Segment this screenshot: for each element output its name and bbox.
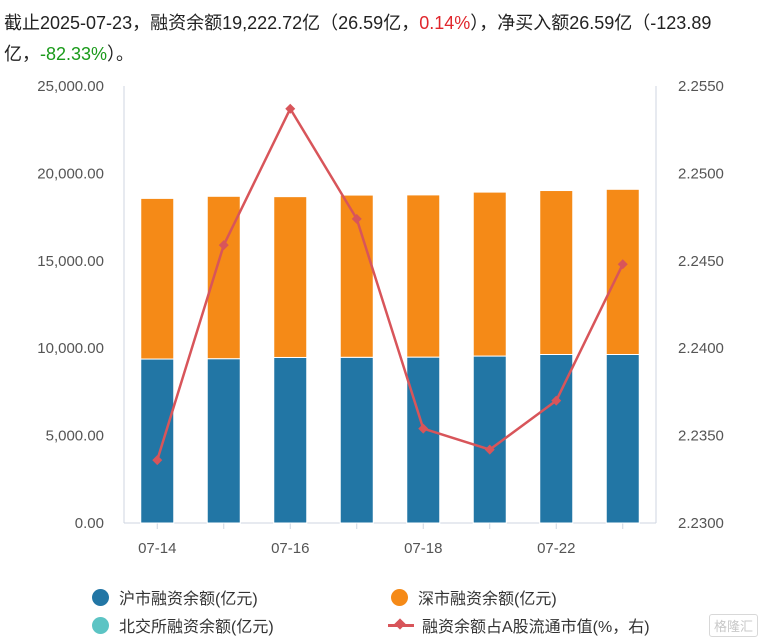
bar-sz	[472, 191, 507, 357]
legend-label-sz: 深市融资余额(亿元)	[418, 591, 557, 608]
y-right-tick-label: 2.2300	[678, 515, 724, 532]
bar-sh	[406, 356, 441, 524]
y-left-tick-label: 15,000.00	[37, 253, 104, 270]
bar-sh	[273, 356, 308, 524]
legend-item-bj[interactable]: 北交所融资余额(亿元)	[92, 613, 274, 637]
bar-sz	[273, 196, 308, 358]
legend-swatch-sh	[92, 588, 109, 606]
x-tick-label: 07-22	[537, 540, 575, 557]
legend-swatch-bj	[92, 616, 109, 634]
y-right-tick-label: 2.2550	[678, 78, 724, 95]
x-tick-label: 07-16	[271, 540, 309, 557]
y-left-tick-label: 0.00	[75, 515, 104, 532]
y-left-tick-label: 25,000.00	[37, 78, 104, 95]
bar-sz	[140, 197, 175, 360]
bar-sz	[605, 188, 640, 355]
watermark-text: 格隆汇	[713, 619, 753, 634]
legend-swatch-sz	[391, 588, 408, 606]
bar-sz	[406, 194, 441, 358]
bar-sh	[206, 358, 241, 524]
headline-suffix: ）。	[107, 44, 135, 64]
x-tick-label: 07-14	[138, 540, 176, 557]
ratio-point	[351, 213, 362, 224]
headline-middle: ），净买入额26.59亿（-123.89亿，	[4, 13, 712, 64]
legend-item-sz[interactable]: 深市融资余额(亿元)	[391, 585, 557, 609]
y-left-tick-label: 20,000.00	[37, 165, 104, 182]
ratio-point	[484, 444, 495, 455]
legend-label-bj: 北交所融资余额(亿元)	[119, 619, 274, 636]
y-right-tick-label: 2.2400	[678, 340, 724, 357]
ratio-point	[218, 240, 229, 251]
watermark-logo: 格隆汇	[708, 614, 758, 637]
headline-prefix: 截止2025-07-23，融资余额19,222.72亿（26.59亿，	[4, 13, 420, 33]
ratio-point	[617, 259, 628, 270]
headline-change-pct: 0.14%	[419, 13, 471, 33]
legend-label-ratio: 融资余额占A股流通市值(%，右)	[422, 619, 650, 636]
bar-sz	[539, 190, 574, 355]
ratio-point	[418, 423, 429, 434]
y-left-tick-label: 10,000.00	[37, 340, 104, 357]
legend-item-ratio[interactable]: 融资余额占A股流通市值(%，右)	[388, 613, 650, 637]
y-right-tick-label: 2.2500	[678, 165, 724, 182]
ratio-series-line	[156, 107, 624, 461]
legend-swatch-ratio	[388, 617, 414, 634]
headline-net-buy-pct: -82.33%	[40, 44, 108, 64]
x-tick-label: 07-18	[404, 540, 442, 557]
bar-sh	[339, 356, 374, 524]
bar-sh	[605, 353, 640, 524]
ratio-point	[551, 395, 562, 406]
legend-item-sh[interactable]: 沪市融资余额(亿元)	[92, 585, 258, 609]
y-left-tick-label: 5,000.00	[46, 428, 104, 445]
legend-label-sh: 沪市融资余额(亿元)	[119, 591, 258, 608]
ratio-point	[285, 103, 296, 114]
y-right-tick-label: 2.2350	[678, 428, 724, 445]
chart-headline: 截止2025-07-23，融资余额19,222.72亿（26.59亿，0.14%…	[4, 8, 762, 70]
ratio-point	[152, 455, 163, 466]
bar-sh	[140, 358, 175, 524]
y-right-tick-label: 2.2450	[678, 253, 724, 270]
